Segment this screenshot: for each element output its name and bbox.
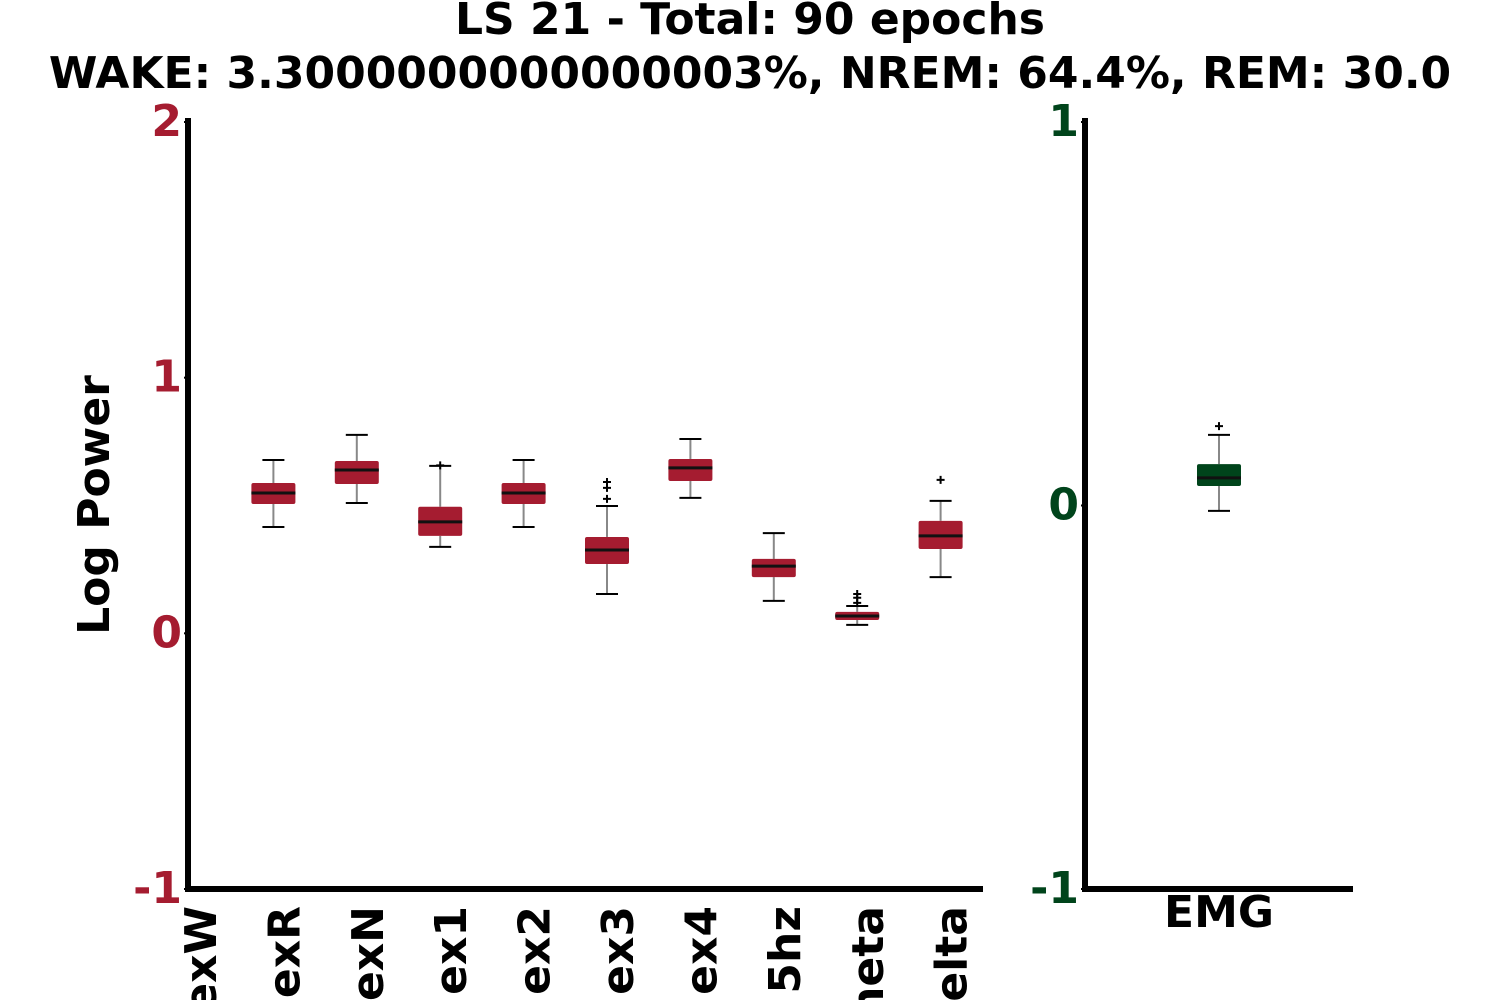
y-tick-label: 1 (1048, 96, 1079, 147)
box (668, 458, 713, 481)
y-tick-label: 0 (151, 607, 182, 658)
y-tick-label: 1 (151, 352, 182, 403)
x-tick-label: ex2 (510, 906, 561, 995)
flier (853, 589, 862, 598)
y-tick-label: 0 (1048, 480, 1079, 531)
x-tick-label: exR (259, 906, 310, 998)
flier (603, 477, 611, 486)
x-tick-label: 5hz (760, 906, 811, 994)
x-tick-label: ex3 (593, 906, 644, 995)
x-tick-label: neta (843, 906, 894, 1000)
flier (936, 475, 945, 484)
flier (603, 494, 611, 503)
flier (1215, 422, 1223, 431)
x-tick-label: ex1 (426, 906, 477, 995)
x-tick-label: exN (343, 906, 394, 1000)
x-tick-label: ex4 (676, 906, 727, 995)
box (334, 461, 379, 485)
box (751, 558, 796, 578)
y-tick-label: -1 (133, 863, 182, 914)
y-axis-label: Log Power (69, 375, 120, 635)
y-tick-label: 2 (151, 96, 182, 147)
chart-subtitle: WAKE: 3.3000000000000003%, NREM: 64.4%, … (49, 48, 1451, 99)
y-tick-label: -1 (1030, 863, 1079, 914)
x-tick-label: EMG (1164, 887, 1274, 938)
chart-title: LS 21 - Total: 90 epochs (455, 0, 1045, 45)
x-tick-label: elta (927, 906, 978, 1000)
box (1197, 464, 1241, 486)
flier (436, 461, 445, 470)
x-tick-label: exW (176, 906, 227, 1000)
